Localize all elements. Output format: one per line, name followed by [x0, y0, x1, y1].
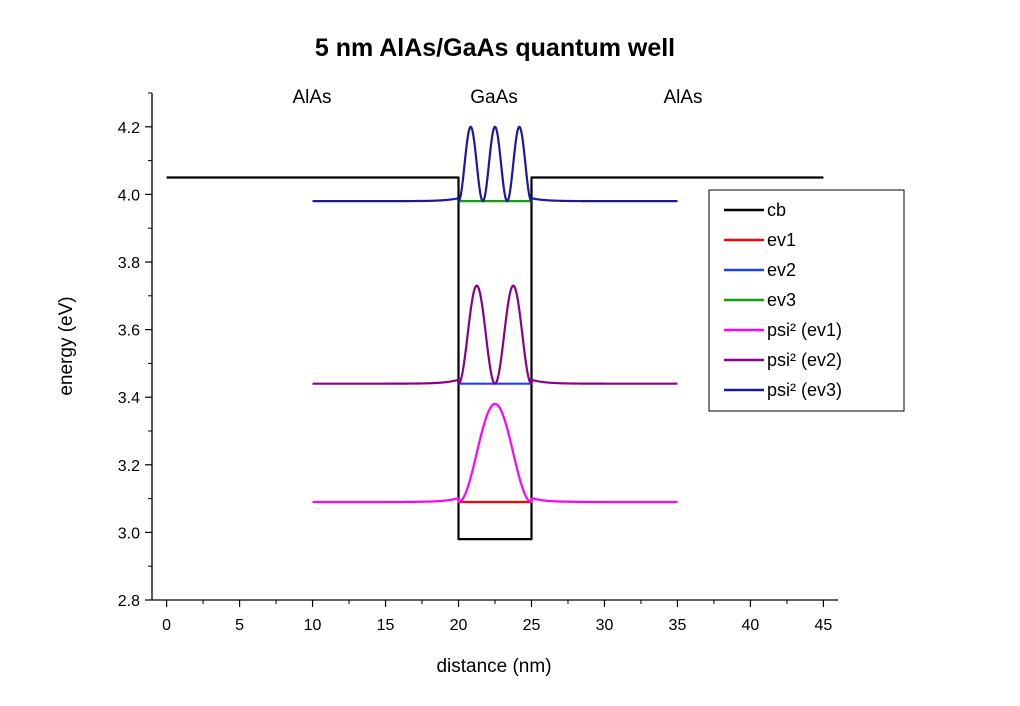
series-line-0 — [166, 176, 824, 541]
legend-label: psi² (ev2) — [767, 350, 842, 370]
legend-label: psi² (ev3) — [767, 380, 842, 400]
series-line-4 — [312, 402, 678, 504]
x-tick-label: 5 — [235, 617, 244, 634]
region-label-right: AlAs — [663, 87, 702, 108]
x-tick-label: 30 — [596, 617, 614, 634]
region-label-middle: GaAs — [470, 87, 518, 108]
legend-label: ev2 — [767, 260, 796, 280]
y-tick-label: 3.4 — [118, 390, 140, 407]
legend: cb ev1 ev2 ev3 psi² (ev1) psi² (ev2) psi² (ev3… — [708, 189, 905, 412]
x-tick-label: 45 — [815, 617, 833, 634]
y-tick-label: 3.6 — [118, 323, 140, 340]
y-tick-label: 3.0 — [118, 525, 140, 542]
legend-label: cb — [767, 200, 786, 220]
plot-area — [166, 125, 824, 541]
x-tick-label: 15 — [377, 617, 395, 634]
x-tick-label: 40 — [742, 617, 760, 634]
legend-label: psi² (ev1) — [767, 320, 842, 340]
x-tick-label: 35 — [669, 617, 687, 634]
y-tick-label: 3.2 — [118, 458, 140, 475]
y-tick-label: 4.2 — [118, 120, 140, 137]
x-tick-label: 25 — [523, 617, 541, 634]
x-tick-label: 0 — [162, 617, 171, 634]
legend-label: ev3 — [767, 290, 796, 310]
y-tick-label: 3.8 — [118, 255, 140, 272]
region-label-left: AlAs — [292, 87, 331, 108]
y-axis-label: energy (eV) — [56, 296, 77, 395]
chart-title: 5 nm AlAs/GaAs quantum well — [315, 34, 675, 62]
y-tick-label: 2.8 — [118, 593, 140, 610]
y-tick-label: 4.0 — [118, 187, 140, 204]
x-tick-label: 10 — [304, 617, 322, 634]
legend-label: ev1 — [767, 230, 796, 250]
series-line-5 — [312, 284, 678, 385]
x-tick-label: 20 — [450, 617, 468, 634]
x-axis-label: distance (nm) — [436, 656, 551, 677]
series-line-6 — [312, 125, 678, 203]
axes: 0 5 10 15 20 25 30 35 40 45 2.8 3.0 3.2 3.4 3.6 3.8 4.0 4… — [118, 92, 838, 634]
